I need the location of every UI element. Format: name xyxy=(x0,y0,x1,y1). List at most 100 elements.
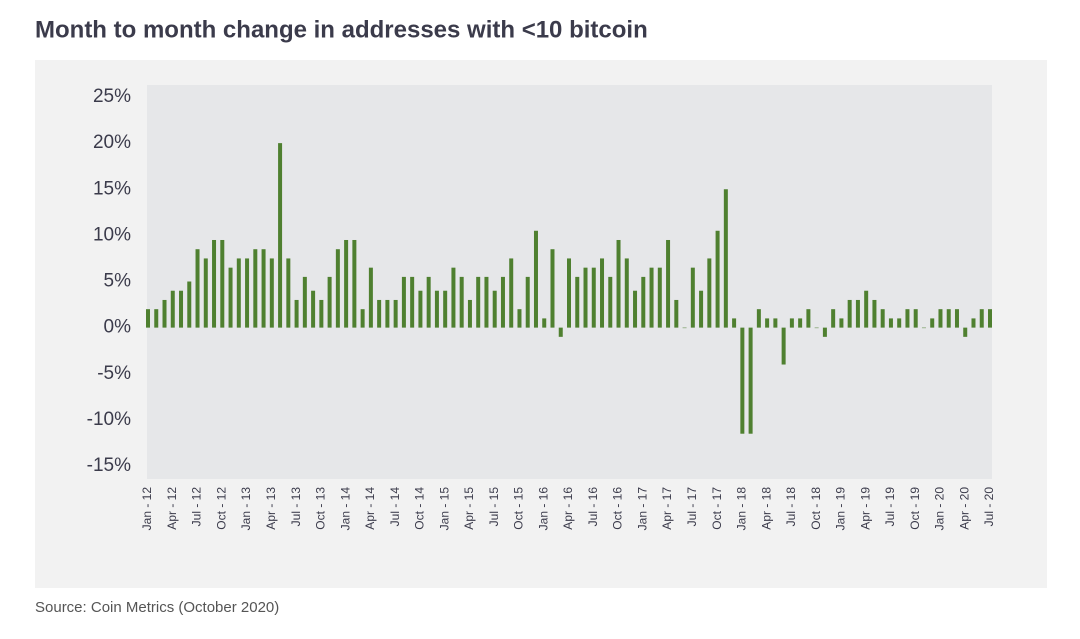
x-tick-label: Jan - 16 xyxy=(536,487,550,531)
y-tick-label: -10% xyxy=(87,409,131,430)
bar xyxy=(294,299,299,328)
x-tick-label: Apr - 15 xyxy=(462,487,476,530)
bar xyxy=(921,327,926,329)
bar xyxy=(979,309,984,328)
bar xyxy=(525,276,530,328)
bar xyxy=(963,327,968,337)
bar xyxy=(558,327,563,337)
bar xyxy=(756,309,761,328)
bar xyxy=(740,327,745,434)
x-tick-label: Apr - 17 xyxy=(660,487,674,530)
bar xyxy=(335,249,340,328)
bar xyxy=(732,318,737,328)
bar xyxy=(988,309,992,328)
y-tick-label: 20% xyxy=(93,132,131,153)
bar xyxy=(789,318,794,328)
bar xyxy=(839,318,844,328)
y-tick-label: 0% xyxy=(104,317,132,338)
bar xyxy=(327,276,332,328)
x-tick-label: Jul - 15 xyxy=(487,487,501,527)
bar xyxy=(674,299,679,328)
bar xyxy=(401,276,406,328)
bar xyxy=(302,276,307,328)
bar xyxy=(170,290,175,328)
bar xyxy=(624,258,629,328)
bar xyxy=(971,318,976,328)
bar xyxy=(269,258,274,328)
bar xyxy=(253,249,258,328)
bar xyxy=(377,299,382,328)
bar xyxy=(245,258,250,328)
bar xyxy=(806,309,811,328)
bar xyxy=(616,239,621,328)
bar xyxy=(484,276,489,328)
bar xyxy=(781,327,786,365)
x-tick-label: Jul - 20 xyxy=(982,487,996,527)
x-tick-label: Oct - 14 xyxy=(413,487,427,530)
x-tick-label: Jan - 18 xyxy=(735,487,749,531)
x-tick-label: Oct - 17 xyxy=(710,487,724,530)
x-tick-label: Jul - 12 xyxy=(190,487,204,527)
bar xyxy=(344,239,349,328)
x-tick-label: Oct - 19 xyxy=(908,487,922,530)
x-tick-label: Jul - 16 xyxy=(586,487,600,527)
bar xyxy=(567,258,571,328)
bar xyxy=(410,276,415,328)
bar xyxy=(666,239,671,328)
bar xyxy=(500,276,505,328)
bar xyxy=(162,299,167,328)
bar xyxy=(203,258,208,328)
x-tick-label: Jan - 15 xyxy=(437,487,451,531)
bar xyxy=(236,258,241,328)
bar xyxy=(872,299,877,328)
bar xyxy=(897,318,902,328)
x-tick-label: Apr - 19 xyxy=(858,487,872,530)
bar xyxy=(831,309,836,328)
x-tick-label: Jul - 18 xyxy=(784,487,798,527)
x-tick-label: Jan - 12 xyxy=(140,487,154,531)
bar xyxy=(179,290,184,328)
bar xyxy=(938,309,943,328)
bar xyxy=(550,249,555,328)
bar xyxy=(212,239,217,328)
bar xyxy=(773,318,778,328)
x-tick-label: Oct - 12 xyxy=(214,487,228,530)
x-tick-label: Apr - 12 xyxy=(165,487,179,530)
bar xyxy=(649,267,654,328)
bar xyxy=(855,299,860,328)
bar xyxy=(798,318,803,328)
x-tick-label: Oct - 13 xyxy=(314,487,328,530)
bar xyxy=(426,276,431,328)
bar xyxy=(228,267,233,328)
bar xyxy=(393,299,398,328)
x-tick-label: Jan - 13 xyxy=(239,487,253,531)
bar xyxy=(311,290,316,328)
bar xyxy=(418,290,423,328)
bar xyxy=(451,267,456,328)
y-tick-label: 15% xyxy=(93,178,131,199)
bar xyxy=(286,258,291,328)
bar xyxy=(368,267,373,328)
bar xyxy=(517,309,522,328)
bar xyxy=(476,276,481,328)
bar xyxy=(434,290,439,328)
bar xyxy=(509,258,514,328)
x-tick-label: Jan - 19 xyxy=(834,487,848,531)
bar xyxy=(657,267,662,328)
bar xyxy=(583,267,588,328)
bar xyxy=(542,318,547,328)
bar xyxy=(220,239,225,328)
bar xyxy=(591,267,596,328)
x-tick-label: Apr - 16 xyxy=(561,487,575,530)
x-tick-label: Jan - 14 xyxy=(338,487,352,531)
source-note: Source: Coin Metrics (October 2020) xyxy=(35,599,279,616)
y-tick-label: -15% xyxy=(87,455,131,476)
x-tick-label: Apr - 14 xyxy=(363,487,377,530)
x-tick-label: Jul - 14 xyxy=(388,487,402,527)
bar xyxy=(261,249,266,328)
x-tick-label: Jul - 13 xyxy=(289,487,303,527)
x-tick-label: Jul - 19 xyxy=(883,487,897,527)
bar xyxy=(888,318,893,328)
